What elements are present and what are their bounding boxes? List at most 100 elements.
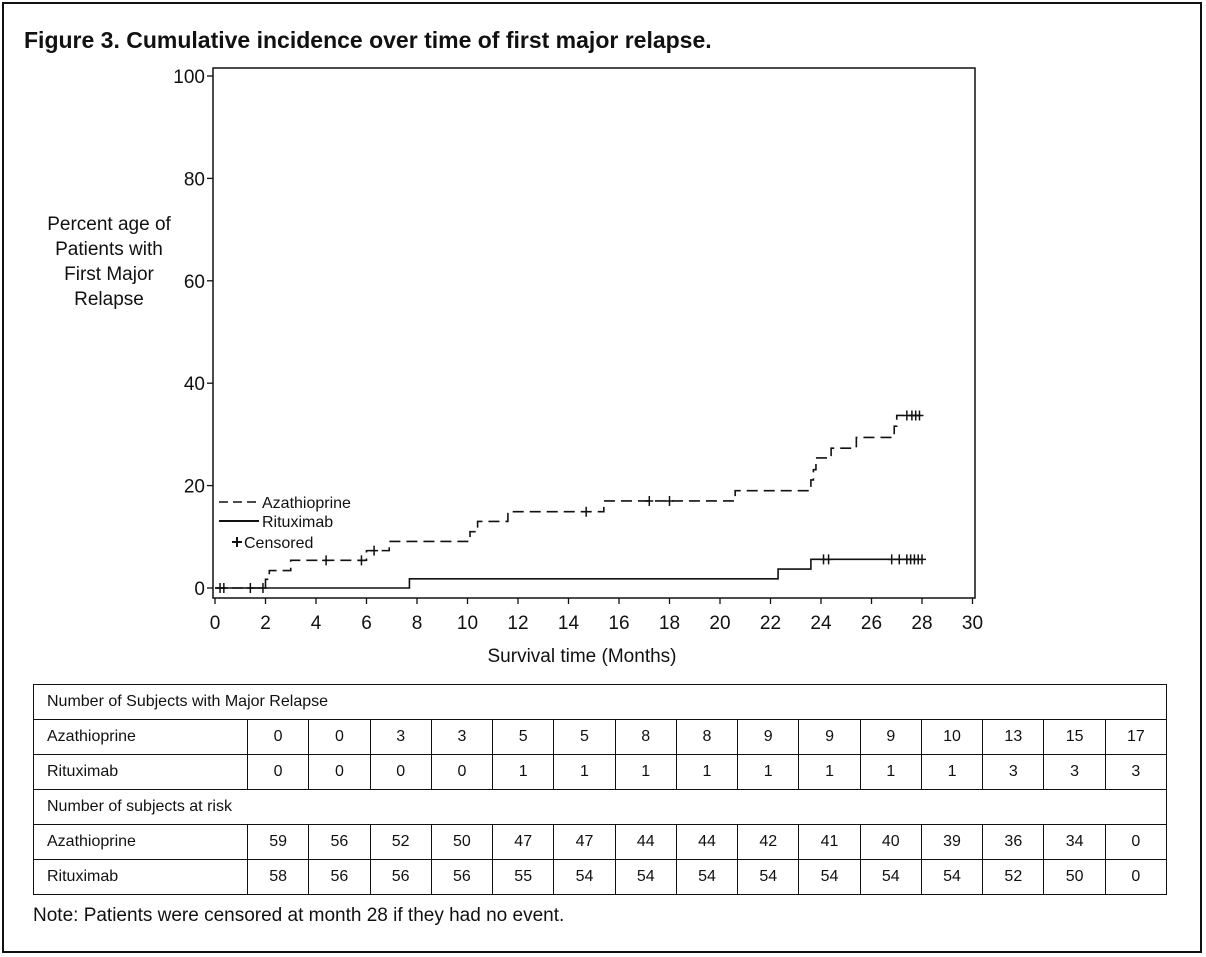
table-cell: 9 <box>859 719 922 755</box>
table-cell: 0 <box>1104 824 1168 860</box>
table-cell: 54 <box>553 859 616 895</box>
y-axis-label-line: Percent age of <box>47 214 171 235</box>
table-cell: 3 <box>982 754 1045 790</box>
table-cell: 0 <box>430 754 494 790</box>
table-cell: 54 <box>859 859 922 895</box>
table-cell: 0 <box>308 719 371 755</box>
table-cell: 1 <box>920 754 984 790</box>
censored-marker <box>887 554 896 565</box>
table-cell: 44 <box>614 824 677 860</box>
censored-marker <box>665 495 674 506</box>
x-tick-label: 24 <box>810 613 832 634</box>
x-tick-label: 14 <box>558 613 580 634</box>
table-row: Rituximab 58 56 56 56 55 54 54 54 54 54 54 54 52 50 0 <box>33 859 1168 895</box>
x-tick-label: 26 <box>861 613 882 634</box>
table-cell: 56 <box>308 859 371 895</box>
table-cell: 47 <box>553 824 616 860</box>
table-cell: 54 <box>675 859 739 895</box>
censored-marker <box>895 554 904 565</box>
censored-marker <box>824 554 833 565</box>
table-cell: 5 <box>553 719 616 755</box>
table-cell: 0 <box>246 719 310 755</box>
table-cell: 56 <box>430 859 494 895</box>
censored-marker <box>322 555 331 566</box>
x-tick-label: 22 <box>760 613 781 634</box>
x-tick-label: 6 <box>361 613 372 634</box>
table-cell: 0 <box>369 754 432 790</box>
legend-label: Censored <box>244 535 313 552</box>
x-tick-label: 16 <box>608 613 629 634</box>
x-tick-label: 12 <box>507 613 528 634</box>
table-section-row: Number of Subjects with Major Relapse <box>33 684 1167 720</box>
table-cell: 52 <box>369 824 432 860</box>
x-tick-label: 10 <box>457 613 478 634</box>
table-cell: 3 <box>1104 754 1168 790</box>
table-cell: 44 <box>675 824 739 860</box>
row-label: Rituximab <box>33 754 248 790</box>
table-row: Rituximab 0 0 0 0 1 1 1 1 1 1 1 1 3 3 3 <box>33 754 1168 790</box>
table-cell: 8 <box>614 719 677 755</box>
table-row: Azathioprine 0 0 3 3 5 5 8 8 9 9 9 10 13 15 17 <box>33 719 1168 755</box>
table-cell: 3 <box>1043 754 1106 790</box>
table-cell: 34 <box>1043 824 1106 860</box>
table-cell: 3 <box>430 719 494 755</box>
legend-label: Rituximab <box>262 514 333 531</box>
table-row: Azathioprine 59 56 52 50 47 47 44 44 42 41 40 39 36 34… <box>33 824 1168 860</box>
legend-label: Azathioprine <box>262 495 351 512</box>
figure-title: Figure 3. Cumulative incidence over time… <box>24 27 712 53</box>
table-cell: 42 <box>737 824 800 860</box>
table-cell: 36 <box>982 824 1045 860</box>
rituximab-step-line <box>215 558 922 589</box>
y-tick-label: 40 <box>184 374 205 395</box>
table-cell: 50 <box>430 824 494 860</box>
row-label: Rituximab <box>33 859 248 895</box>
row-label: Azathioprine <box>33 719 248 755</box>
y-tick-label: 100 <box>173 67 205 88</box>
table-cell: 55 <box>492 859 555 895</box>
x-tick-label: 8 <box>412 613 423 634</box>
table-cell: 58 <box>246 859 310 895</box>
x-tick-label: 0 <box>210 613 221 634</box>
table-cell: 17 <box>1104 719 1168 755</box>
table-cell: 8 <box>675 719 739 755</box>
table-cell: 0 <box>1104 859 1168 895</box>
table-cell: 47 <box>492 824 555 860</box>
legend-censored-marker <box>232 537 242 547</box>
x-tick-label: 30 <box>962 613 983 634</box>
x-tick-label: 18 <box>659 613 680 634</box>
table-cell: 10 <box>920 719 984 755</box>
table-cell: 5 <box>492 719 555 755</box>
censored-marker <box>582 506 591 517</box>
table-cell: 56 <box>308 824 371 860</box>
x-tick-label: 28 <box>911 613 932 634</box>
table-cell: 1 <box>675 754 739 790</box>
censored-marker <box>918 554 926 565</box>
table-cell: 1 <box>492 754 555 790</box>
table-cell: 54 <box>798 859 861 895</box>
table-cell: 39 <box>920 824 984 860</box>
censored-marker <box>645 495 654 506</box>
censored-marker <box>915 410 924 421</box>
table-cell: 13 <box>982 719 1045 755</box>
table-cell: 9 <box>737 719 800 755</box>
table-cell: 1 <box>737 754 800 790</box>
table-cell: 52 <box>982 859 1045 895</box>
table-cell: 56 <box>369 859 432 895</box>
table-cell: 54 <box>737 859 800 895</box>
subjects-table: Number of Subjects with Major Relapse Az… <box>33 684 1168 895</box>
x-tick-label: 4 <box>311 613 322 634</box>
table-cell: 1 <box>798 754 861 790</box>
table-cell: 0 <box>308 754 371 790</box>
relapse-section-header: Number of Subjects with Major Relapse <box>33 684 1167 720</box>
table-cell: 50 <box>1043 859 1106 895</box>
footnote: Note: Patients were censored at month 28… <box>33 905 565 926</box>
table-cell: 15 <box>1043 719 1106 755</box>
table-cell: 9 <box>798 719 861 755</box>
y-tick-label: 60 <box>184 272 205 293</box>
y-tick-label: 20 <box>184 477 205 498</box>
y-axis-label-line: First Major <box>64 264 154 285</box>
y-axis-label-line: Relapse <box>74 289 144 310</box>
table-cell: 54 <box>920 859 984 895</box>
plot-frame <box>212 67 976 599</box>
